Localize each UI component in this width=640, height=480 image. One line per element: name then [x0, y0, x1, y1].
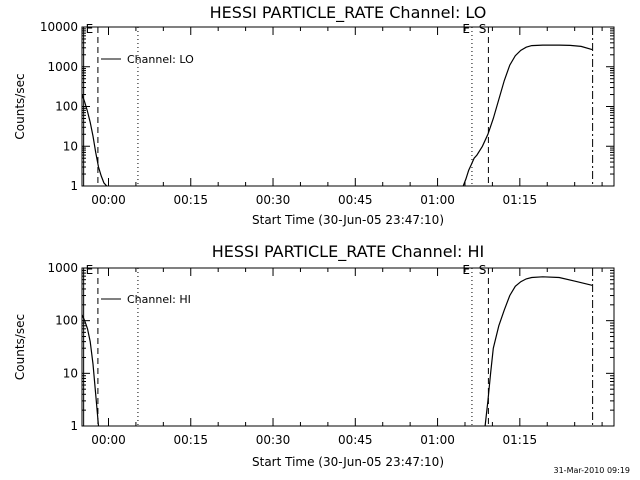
time-marker-label: S: [479, 22, 487, 36]
x-tick-label: 00:15: [173, 433, 208, 447]
timestamp-label: 31-Mar-2010 09:19: [554, 466, 631, 475]
y-tick-label: 10: [63, 139, 78, 153]
y-tick-label: 1000: [47, 261, 78, 275]
panel-hi: HESSI PARTICLE_RATE Channel: HI Start Tim…: [13, 242, 615, 469]
chart-title: HESSI PARTICLE_RATE Channel: LO: [210, 3, 487, 23]
x-tick-label: 00:45: [338, 193, 373, 207]
y-tick-label: 100: [55, 100, 78, 114]
y-tick-label: 10000: [40, 20, 78, 34]
series-line: [484, 276, 593, 427]
x-tick-label: 00:30: [256, 193, 291, 207]
x-tick-label: 00:30: [256, 433, 291, 447]
plot-frame: [81, 26, 615, 187]
legend-entry: Channel: LO: [127, 53, 194, 66]
y-tick-label: 1: [70, 419, 78, 433]
y-axis-label: Counts/sec: [13, 73, 27, 139]
y-tick-label: 1: [70, 179, 78, 193]
time-marker-label: S: [479, 263, 487, 277]
x-tick-label: 00:15: [173, 193, 208, 207]
chart-title: HESSI PARTICLE_RATE Channel: HI: [212, 242, 485, 262]
y-axis-label: Counts/sec: [13, 314, 27, 380]
x-tick-label: 01:15: [503, 193, 538, 207]
x-tick-label: 00:00: [91, 193, 126, 207]
y-tick-label: 100: [55, 314, 78, 328]
series-line: [81, 94, 108, 187]
x-tick-label: 01:00: [420, 433, 455, 447]
x-axis-label: Start Time (30-Jun-05 23:47:10): [252, 455, 444, 469]
x-axis-label: Start Time (30-Jun-05 23:47:10): [252, 213, 444, 227]
y-tick-label: 1000: [47, 60, 78, 74]
x-tick-label: 00:45: [338, 433, 373, 447]
legend-entry: Channel: HI: [127, 293, 191, 306]
panel-lo: HESSI PARTICLE_RATE Channel: LO Start Tim…: [13, 3, 615, 227]
plot-frame: [81, 267, 615, 427]
series-line: [462, 44, 593, 187]
x-tick-label: 00:00: [91, 433, 126, 447]
x-tick-label: 01:00: [420, 193, 455, 207]
time-marker-label: E: [86, 263, 94, 277]
time-marker-label: E: [462, 22, 470, 36]
time-marker-label: E: [462, 263, 470, 277]
y-tick-label: 10: [63, 366, 78, 380]
series-line: [81, 314, 100, 427]
time-marker-label: E: [86, 22, 94, 36]
x-tick-label: 01:15: [503, 433, 538, 447]
